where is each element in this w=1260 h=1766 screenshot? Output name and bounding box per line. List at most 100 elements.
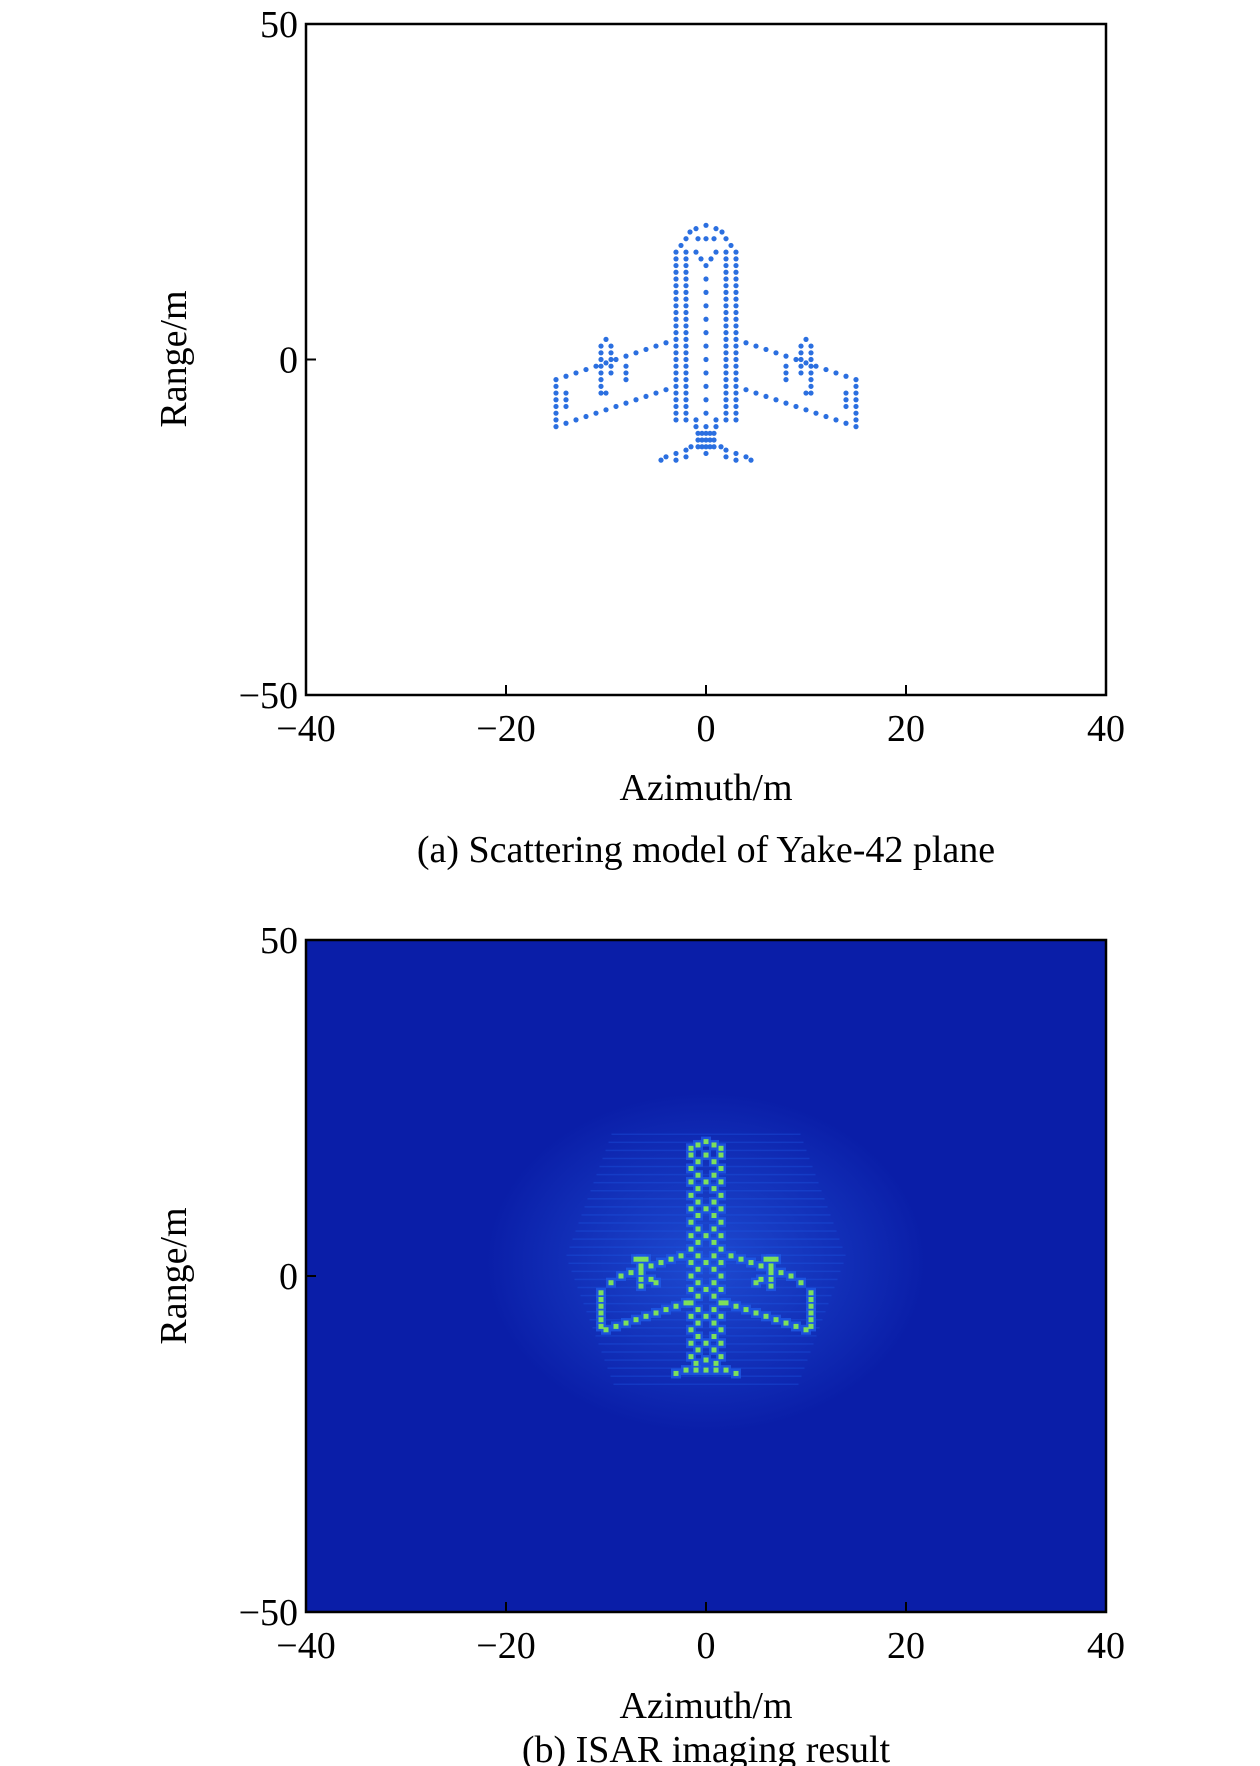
scatter-point: [703, 450, 709, 457]
scatter-point: [703, 397, 709, 403]
scatter-point: [683, 316, 689, 322]
scatter-point: [703, 276, 709, 282]
scatter-point: [683, 397, 689, 403]
scatter-point: [553, 390, 559, 396]
scatter-point: [673, 370, 679, 376]
heatmap-cell: [743, 1307, 749, 1313]
heatmap-cell: [688, 1246, 694, 1252]
scatter-point: [728, 242, 734, 249]
scatter-point: [683, 309, 689, 316]
scatter-point: [683, 370, 689, 376]
scatter-point: [623, 370, 629, 376]
scatter-point: [643, 346, 649, 353]
scatter-point: [683, 296, 689, 302]
scatter-point: [793, 403, 799, 410]
scatter-point: [683, 417, 689, 423]
scatter-point: [573, 370, 579, 376]
heatmap-cell: [808, 1323, 814, 1329]
scatter-point: [793, 356, 799, 363]
heatmap-cell: [711, 1266, 717, 1272]
scatter-point: [673, 383, 679, 389]
scatter-point: [723, 296, 729, 302]
scatter-point: [733, 397, 739, 403]
scatter-point: [673, 262, 679, 269]
scatter-point: [673, 450, 679, 457]
heatmap-cell: [695, 1172, 701, 1178]
heatmap-cell: [711, 1213, 717, 1219]
heatmap-cell: [718, 1206, 724, 1212]
scatter-point: [553, 397, 559, 403]
panel-b-heatmap-cells: [486, 1092, 926, 1433]
scatter-point: [743, 387, 749, 393]
scatter-point: [723, 249, 729, 255]
heatmap-cell: [808, 1310, 814, 1316]
scatter-point: [803, 360, 809, 366]
scatter-point: [713, 226, 719, 232]
heatmap-cell: [695, 1333, 701, 1339]
scatter-point: [733, 356, 739, 363]
heatmap-cell: [618, 1273, 624, 1279]
heatmap-cell: [695, 1280, 701, 1286]
heatmap-cell: [723, 1300, 729, 1306]
scatter-point: [613, 403, 619, 410]
heatmap-cell: [711, 1186, 717, 1192]
scatter-point: [553, 417, 559, 423]
scatter-point: [553, 383, 559, 389]
heatmap-cell: [763, 1313, 769, 1319]
heatmap-streak: [581, 1214, 831, 1216]
heatmap-streak: [569, 1246, 843, 1248]
heatmap-cell: [703, 1357, 709, 1363]
heatmap-streak: [611, 1133, 801, 1136]
panel-a-xtick-label: −40: [276, 708, 335, 750]
scatter-point: [723, 236, 729, 242]
heatmap-cell: [723, 1367, 729, 1373]
scatter-point: [733, 256, 739, 262]
scatter-point: [598, 350, 604, 356]
panel-b-ylabel: Range/m: [153, 1207, 195, 1344]
heatmap-cell: [808, 1297, 814, 1303]
scatter-point: [773, 397, 779, 403]
scatter-point: [673, 397, 679, 403]
heatmap-cell: [703, 1313, 709, 1319]
scatter-point: [733, 417, 739, 423]
heatmap-cell: [598, 1323, 604, 1329]
scatter-point: [798, 363, 804, 369]
scatter-point: [563, 373, 569, 379]
heatmap-cell: [711, 1333, 717, 1339]
heatmap-streak: [613, 1383, 799, 1386]
heatmap-cell: [613, 1323, 619, 1329]
scatter-point: [703, 289, 709, 295]
heatmap-cell: [713, 1360, 719, 1366]
panel-b-xtick-label: −20: [476, 1625, 535, 1667]
scatter-point: [733, 262, 739, 269]
scatter-point: [798, 350, 804, 356]
heatmap-cell: [598, 1290, 604, 1296]
heatmap-cell: [688, 1152, 694, 1158]
panel-b-ticks: −40 −20 0 20 40 50 0 −50: [239, 920, 1125, 1667]
scatter-point: [695, 437, 701, 443]
scatter-point: [713, 417, 719, 423]
scatter-point: [683, 343, 689, 349]
heatmap-cell: [711, 1320, 717, 1326]
scatter-point: [853, 390, 859, 396]
heatmap-cell: [653, 1310, 659, 1316]
heatmap-cell: [695, 1199, 701, 1205]
panel-b-xtick-label: 20: [887, 1625, 925, 1667]
scatter-point: [713, 249, 719, 255]
heatmap-cell: [688, 1273, 694, 1279]
heatmap-cell: [773, 1317, 779, 1323]
panel-a-xlabel: Azimuth/m: [619, 767, 792, 809]
scatter-point: [608, 356, 614, 363]
scatter-point: [723, 276, 729, 282]
heatmap-cell: [808, 1303, 814, 1309]
scatter-point: [763, 393, 769, 400]
heatmap-cell: [643, 1313, 649, 1319]
scatter-point: [673, 457, 679, 463]
scatter-point: [733, 403, 739, 410]
scatter-point: [673, 283, 679, 289]
scatter-point: [718, 444, 724, 450]
scatter-point: [723, 383, 729, 389]
scatter-point: [723, 377, 729, 383]
panel-b-caption: (b) ISAR imaging result: [522, 1729, 891, 1766]
scatter-point: [598, 390, 604, 396]
